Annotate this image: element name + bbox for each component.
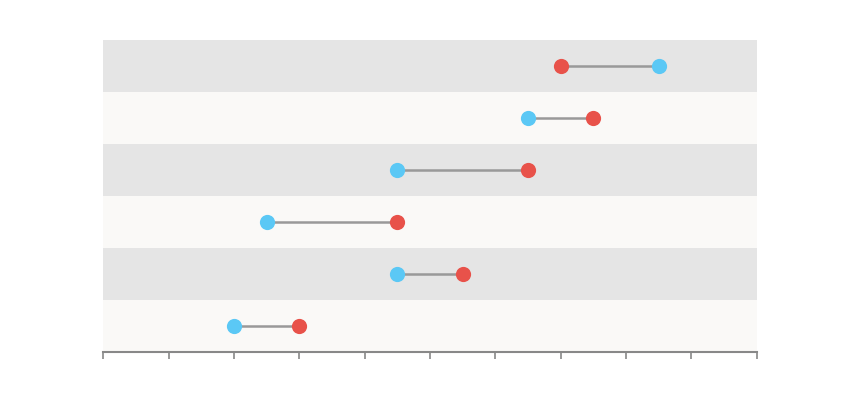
Bar: [103, 144, 757, 196]
Point: [521, 167, 535, 173]
Bar: [103, 40, 757, 92]
Point: [390, 219, 404, 225]
Point: [227, 323, 241, 329]
Bar: [103, 248, 757, 300]
Point: [456, 271, 470, 277]
Point: [260, 219, 273, 225]
Point: [390, 271, 404, 277]
Point: [554, 63, 568, 69]
Point: [390, 167, 404, 173]
Point: [652, 63, 666, 69]
Point: [587, 115, 600, 121]
Point: [521, 115, 535, 121]
Point: [292, 323, 306, 329]
